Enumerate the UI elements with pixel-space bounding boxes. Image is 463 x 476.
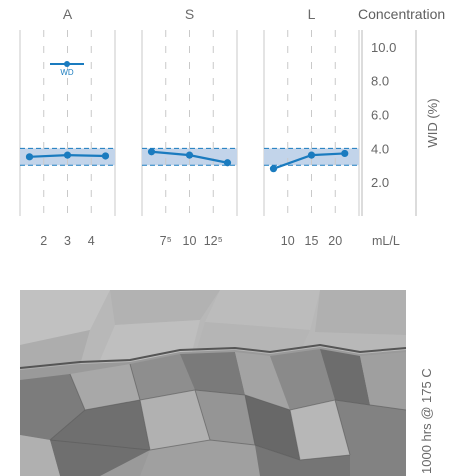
x-tick-label: 10 [183, 234, 197, 248]
x-unit-label: mL/L [372, 234, 400, 248]
panel-title-l: L [308, 6, 316, 22]
concentration-label: Concentration [358, 6, 445, 22]
x-tick-label: 12⁵ [204, 234, 223, 248]
data-point [25, 153, 34, 161]
y-tick-label: 4.0 [371, 141, 389, 156]
x-tick-label: 20 [328, 234, 342, 248]
x-tick-label: 2 [40, 234, 47, 248]
data-point [63, 151, 72, 159]
x-tick-label: 10 [281, 234, 295, 248]
x-tick-label: 3 [64, 234, 71, 248]
y-tick-label: 6.0 [371, 108, 389, 123]
micrograph-image [20, 290, 406, 476]
legend-marker [64, 61, 70, 67]
y-tick-label: 8.0 [371, 74, 389, 89]
data-point [269, 165, 278, 173]
data-point [307, 151, 316, 159]
y-tick-label: 2.0 [371, 175, 389, 190]
data-point [341, 149, 349, 158]
x-tick-label: 15 [305, 234, 319, 248]
panel-title-a: A [63, 6, 73, 22]
micrograph-caption: 1000 hrs @ 175 C [419, 368, 434, 474]
y-tick-label: 10.0 [371, 40, 396, 55]
data-point [101, 152, 110, 160]
data-point [223, 159, 232, 167]
line-chart: A 2 3 4 WD S 7⁵ 10 12⁵ L 10 15 20 10.0 8.0 6.0 4.0 2.0 WID… [19, 6, 445, 248]
data-point [147, 148, 156, 156]
x-tick-label: 7⁵ [160, 234, 172, 248]
legend-label: WD [60, 68, 74, 77]
data-point [185, 151, 194, 159]
x-tick-label: 4 [88, 234, 95, 248]
panel-title-s: S [185, 6, 194, 22]
y-axis-title: WID (%) [425, 98, 440, 147]
